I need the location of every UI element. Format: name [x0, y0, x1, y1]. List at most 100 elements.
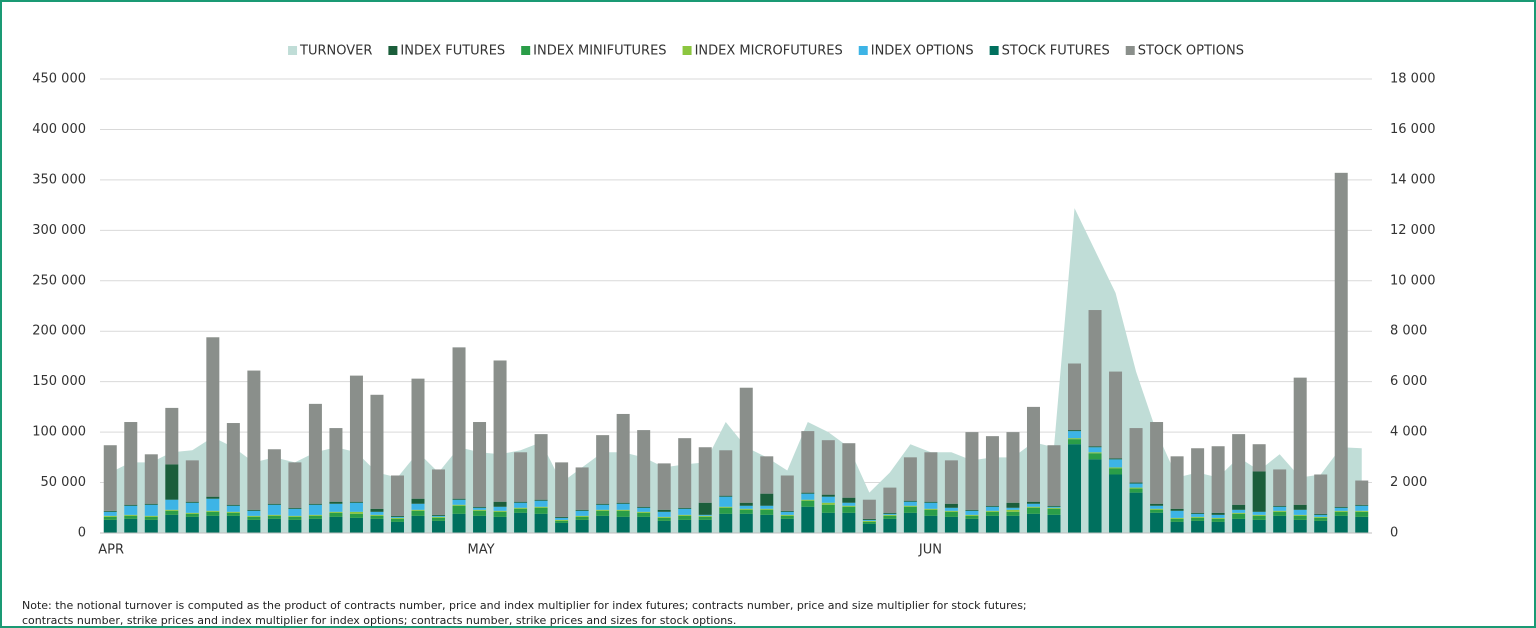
bar-segment	[575, 510, 589, 516]
bar-segment	[575, 519, 589, 533]
bar-segment	[226, 511, 240, 513]
bar-segment	[555, 519, 569, 521]
bar-segment	[514, 508, 528, 513]
bar-segment	[493, 360, 507, 502]
legend-label: INDEX MINIFUTURES	[533, 44, 666, 59]
bar-segment	[1150, 509, 1164, 513]
bar-segment	[514, 502, 528, 508]
bar-segment	[760, 509, 774, 515]
bar-segment	[883, 514, 897, 516]
bar-segment	[1047, 506, 1061, 508]
bar-segment	[1150, 422, 1164, 504]
bar-segment	[370, 518, 384, 533]
bar-segment	[1006, 509, 1020, 512]
bar-segment	[124, 518, 138, 533]
bar-segment	[452, 499, 466, 505]
bar-segment	[1334, 511, 1348, 516]
bar-segment	[1273, 511, 1287, 516]
bar-segment	[1232, 513, 1246, 519]
bar-segment	[903, 500, 917, 502]
bar-segment	[555, 522, 569, 533]
bar-segment	[144, 504, 158, 516]
bar-segment	[739, 505, 753, 509]
bar-segment	[1088, 310, 1102, 447]
y2-tick-label: 4 000	[1390, 425, 1427, 440]
bar-segment	[821, 440, 835, 495]
bar-segment	[390, 475, 404, 516]
bar-segment	[1334, 172, 1348, 507]
bar-segment	[719, 513, 733, 533]
bar-segment	[1211, 518, 1225, 522]
bar-segment	[411, 509, 425, 511]
bar-segment	[555, 462, 569, 517]
bar-segment	[370, 514, 384, 516]
bar-segment	[493, 506, 507, 511]
bar-segment	[432, 514, 446, 516]
bar-segment	[596, 504, 610, 510]
bar-segment	[349, 375, 363, 502]
bar-segment	[473, 506, 487, 508]
bar-segment	[1109, 458, 1123, 460]
bar-segment	[329, 503, 343, 512]
bar-segment	[842, 443, 856, 498]
bar-segment	[1355, 511, 1369, 517]
bar-segment	[452, 505, 466, 514]
bar-segment	[780, 515, 794, 519]
x-tick-label: JUN	[918, 543, 942, 558]
bar-segment	[575, 467, 589, 510]
bar-segment	[1211, 517, 1225, 519]
bar-segment	[1150, 503, 1164, 506]
x-tick-label: APR	[98, 543, 124, 558]
legend-swatch	[288, 46, 298, 55]
bar-segment	[719, 507, 733, 514]
bar-segment	[924, 502, 938, 509]
bar-segment	[924, 515, 938, 533]
bar-segment	[308, 403, 322, 504]
bar-segment	[1232, 434, 1246, 505]
bar-segment	[1109, 474, 1123, 533]
bar-segment	[288, 516, 302, 520]
bar-segment	[452, 498, 466, 500]
bar-segment	[1006, 432, 1020, 503]
bar-segment	[924, 509, 938, 516]
bar-segment	[903, 457, 917, 501]
legend-swatch	[388, 46, 398, 55]
bar-segment	[1252, 514, 1266, 516]
bar-segment	[616, 509, 630, 511]
bar-segment	[985, 436, 999, 506]
bar-segment	[924, 452, 938, 502]
bar-segment	[185, 502, 199, 513]
bar-segment	[637, 506, 651, 508]
bar-segment	[862, 519, 876, 521]
bar-segment	[165, 514, 179, 533]
bar-segment	[206, 496, 220, 499]
bar-segment	[165, 464, 179, 500]
bar-segment	[267, 504, 281, 515]
bar-segment	[842, 502, 856, 506]
bar-segment	[842, 497, 856, 503]
bar-segment	[534, 506, 548, 508]
bar-segment	[1170, 510, 1184, 518]
bar-segment	[1088, 452, 1102, 454]
bar-segment	[185, 512, 199, 514]
y-tick-label: 200 000	[32, 324, 86, 339]
bar-segment	[1273, 469, 1287, 506]
bar-segment	[1273, 510, 1287, 512]
bar-segment	[678, 514, 692, 516]
y2-tick-label: 8 000	[1390, 324, 1427, 339]
bar-segment	[637, 512, 651, 517]
y2-tick-label: 6 000	[1390, 374, 1427, 389]
bar-segment	[965, 432, 979, 510]
bar-segment	[288, 515, 302, 517]
bar-segment	[1109, 459, 1123, 468]
bar-segment	[411, 503, 425, 510]
legend-label: INDEX MICROFUTURES	[695, 44, 843, 59]
bar-segment	[1314, 474, 1328, 514]
bar-segment	[185, 513, 199, 517]
bar-segment	[637, 516, 651, 533]
bar-segment	[780, 518, 794, 533]
bar-segment	[308, 504, 322, 515]
bar-segment	[985, 506, 999, 511]
bar-segment	[657, 463, 671, 510]
